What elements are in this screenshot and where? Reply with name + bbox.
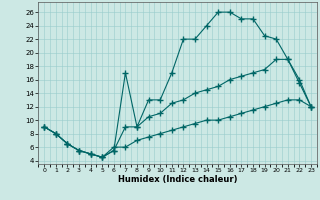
X-axis label: Humidex (Indice chaleur): Humidex (Indice chaleur) xyxy=(118,175,237,184)
